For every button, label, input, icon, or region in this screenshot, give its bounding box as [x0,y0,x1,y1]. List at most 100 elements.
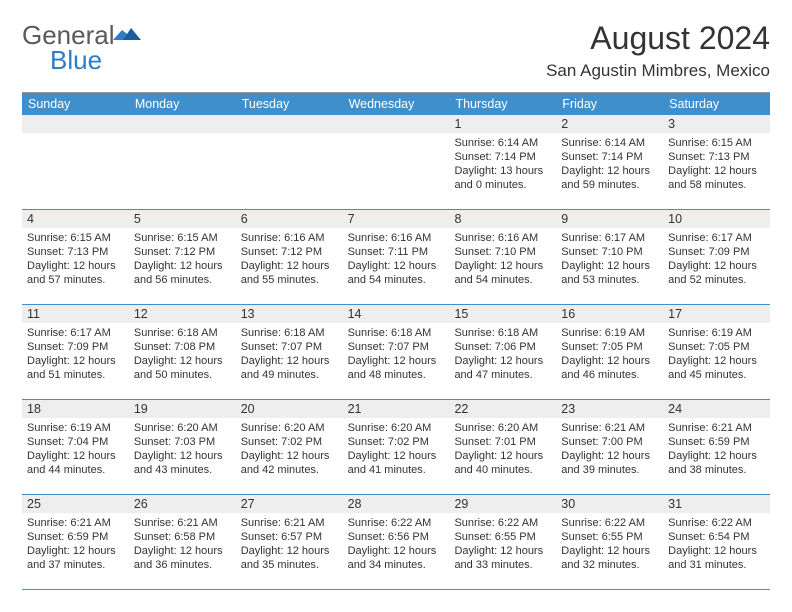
day-number: 4 [22,210,129,228]
day-number: 14 [343,305,450,323]
day-detail: Sunrise: 6:19 AMSunset: 7:04 PMDaylight:… [27,420,124,477]
day-detail: Sunrise: 6:21 AMSunset: 7:00 PMDaylight:… [561,420,658,477]
day-cell [343,133,450,209]
day-number: 9 [556,210,663,228]
day-cell: Sunrise: 6:21 AMSunset: 7:00 PMDaylight:… [556,418,663,494]
day-detail: Sunrise: 6:17 AMSunset: 7:10 PMDaylight:… [561,230,658,287]
day-detail: Sunrise: 6:17 AMSunset: 7:09 PMDaylight:… [668,230,765,287]
day-cell: Sunrise: 6:22 AMSunset: 6:56 PMDaylight:… [343,513,450,589]
daynum-row: 18192021222324 [22,400,770,418]
day-number: 1 [449,115,556,133]
day-cell: Sunrise: 6:19 AMSunset: 7:05 PMDaylight:… [663,323,770,399]
week-row: Sunrise: 6:17 AMSunset: 7:09 PMDaylight:… [22,323,770,400]
day-detail: Sunrise: 6:15 AMSunset: 7:13 PMDaylight:… [668,135,765,192]
day-detail: Sunrise: 6:18 AMSunset: 7:07 PMDaylight:… [241,325,338,382]
day-detail: Sunrise: 6:21 AMSunset: 6:59 PMDaylight:… [27,515,124,572]
week-row: Sunrise: 6:14 AMSunset: 7:14 PMDaylight:… [22,133,770,210]
day-number: 24 [663,400,770,418]
day-detail: Sunrise: 6:14 AMSunset: 7:14 PMDaylight:… [454,135,551,192]
dayofweek-cell: Tuesday [236,93,343,115]
day-number: 28 [343,495,450,513]
day-detail: Sunrise: 6:20 AMSunset: 7:03 PMDaylight:… [134,420,231,477]
calendar: SundayMondayTuesdayWednesdayThursdayFrid… [22,92,770,590]
day-detail: Sunrise: 6:18 AMSunset: 7:06 PMDaylight:… [454,325,551,382]
dayofweek-cell: Saturday [663,93,770,115]
day-cell: Sunrise: 6:15 AMSunset: 7:13 PMDaylight:… [663,133,770,209]
day-detail: Sunrise: 6:22 AMSunset: 6:55 PMDaylight:… [561,515,658,572]
page-title: August 2024 [546,20,770,57]
week-row: Sunrise: 6:15 AMSunset: 7:13 PMDaylight:… [22,228,770,305]
day-detail: Sunrise: 6:21 AMSunset: 6:57 PMDaylight:… [241,515,338,572]
day-cell: Sunrise: 6:17 AMSunset: 7:09 PMDaylight:… [22,323,129,399]
day-detail: Sunrise: 6:16 AMSunset: 7:11 PMDaylight:… [348,230,445,287]
day-cell: Sunrise: 6:19 AMSunset: 7:04 PMDaylight:… [22,418,129,494]
day-number: 10 [663,210,770,228]
day-cell: Sunrise: 6:15 AMSunset: 7:12 PMDaylight:… [129,228,236,304]
day-detail: Sunrise: 6:16 AMSunset: 7:12 PMDaylight:… [241,230,338,287]
daynum-row: 11121314151617 [22,305,770,323]
day-detail: Sunrise: 6:17 AMSunset: 7:09 PMDaylight:… [27,325,124,382]
day-cell: Sunrise: 6:19 AMSunset: 7:05 PMDaylight:… [556,323,663,399]
day-detail: Sunrise: 6:20 AMSunset: 7:02 PMDaylight:… [348,420,445,477]
day-cell: Sunrise: 6:14 AMSunset: 7:14 PMDaylight:… [556,133,663,209]
day-cell: Sunrise: 6:18 AMSunset: 7:08 PMDaylight:… [129,323,236,399]
day-number: 2 [556,115,663,133]
day-cell: Sunrise: 6:22 AMSunset: 6:55 PMDaylight:… [556,513,663,589]
day-number: 25 [22,495,129,513]
day-cell: Sunrise: 6:18 AMSunset: 7:07 PMDaylight:… [343,323,450,399]
day-detail: Sunrise: 6:21 AMSunset: 6:59 PMDaylight:… [668,420,765,477]
day-number: 16 [556,305,663,323]
day-number: 20 [236,400,343,418]
logo-text: General Blue [22,20,143,82]
logo: General Blue [22,20,143,82]
day-number: 12 [129,305,236,323]
logo-word-blue: Blue [50,45,102,75]
day-number: 29 [449,495,556,513]
day-cell: Sunrise: 6:18 AMSunset: 7:07 PMDaylight:… [236,323,343,399]
header: General Blue August 2024 San Agustin Mim… [22,20,770,82]
dayofweek-cell: Thursday [449,93,556,115]
calendar-body: 123Sunrise: 6:14 AMSunset: 7:14 PMDaylig… [22,115,770,590]
dayofweek-cell: Friday [556,93,663,115]
day-number: 8 [449,210,556,228]
day-detail: Sunrise: 6:19 AMSunset: 7:05 PMDaylight:… [668,325,765,382]
day-detail: Sunrise: 6:15 AMSunset: 7:12 PMDaylight:… [134,230,231,287]
day-detail: Sunrise: 6:15 AMSunset: 7:13 PMDaylight:… [27,230,124,287]
day-cell: Sunrise: 6:20 AMSunset: 7:03 PMDaylight:… [129,418,236,494]
day-cell: Sunrise: 6:20 AMSunset: 7:02 PMDaylight:… [343,418,450,494]
daynum-row: 45678910 [22,210,770,228]
day-number: 30 [556,495,663,513]
day-number: 6 [236,210,343,228]
day-cell [129,133,236,209]
day-cell: Sunrise: 6:16 AMSunset: 7:12 PMDaylight:… [236,228,343,304]
location-label: San Agustin Mimbres, Mexico [546,61,770,81]
dayofweek-cell: Wednesday [343,93,450,115]
day-detail: Sunrise: 6:16 AMSunset: 7:10 PMDaylight:… [454,230,551,287]
day-cell: Sunrise: 6:22 AMSunset: 6:55 PMDaylight:… [449,513,556,589]
day-detail: Sunrise: 6:20 AMSunset: 7:01 PMDaylight:… [454,420,551,477]
day-number: 5 [129,210,236,228]
day-number [129,115,236,133]
day-cell [22,133,129,209]
day-cell: Sunrise: 6:22 AMSunset: 6:54 PMDaylight:… [663,513,770,589]
day-cell [236,133,343,209]
day-number: 31 [663,495,770,513]
day-cell: Sunrise: 6:16 AMSunset: 7:11 PMDaylight:… [343,228,450,304]
logo-flag-icon [113,20,143,50]
week-row: Sunrise: 6:19 AMSunset: 7:04 PMDaylight:… [22,418,770,495]
daynum-row: 25262728293031 [22,495,770,513]
day-number: 26 [129,495,236,513]
day-number: 17 [663,305,770,323]
day-cell: Sunrise: 6:18 AMSunset: 7:06 PMDaylight:… [449,323,556,399]
day-cell: Sunrise: 6:20 AMSunset: 7:01 PMDaylight:… [449,418,556,494]
day-number [343,115,450,133]
dayofweek-header: SundayMondayTuesdayWednesdayThursdayFrid… [22,93,770,115]
day-cell: Sunrise: 6:15 AMSunset: 7:13 PMDaylight:… [22,228,129,304]
day-cell: Sunrise: 6:20 AMSunset: 7:02 PMDaylight:… [236,418,343,494]
day-cell: Sunrise: 6:21 AMSunset: 6:58 PMDaylight:… [129,513,236,589]
day-number: 7 [343,210,450,228]
day-number: 3 [663,115,770,133]
day-cell: Sunrise: 6:21 AMSunset: 6:57 PMDaylight:… [236,513,343,589]
title-block: August 2024 San Agustin Mimbres, Mexico [546,20,770,81]
day-number: 27 [236,495,343,513]
